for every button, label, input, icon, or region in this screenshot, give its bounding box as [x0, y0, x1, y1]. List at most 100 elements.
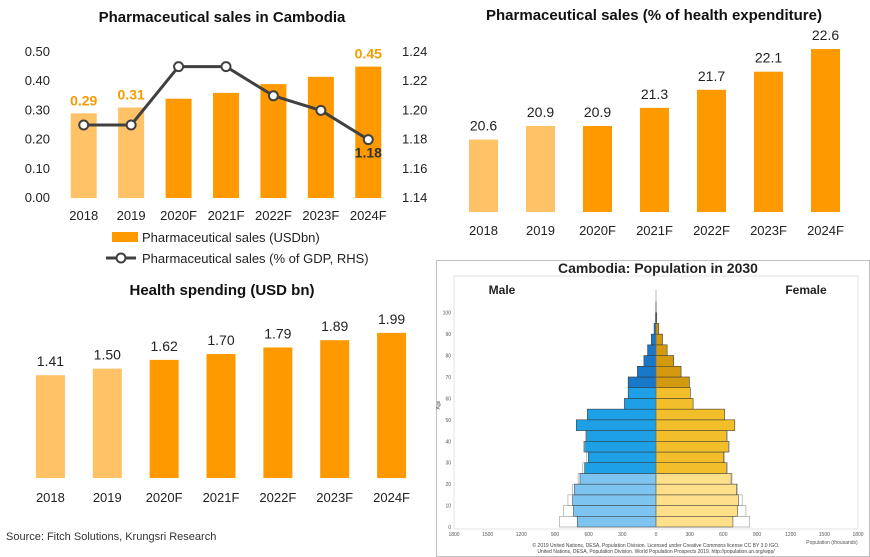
female-bar — [655, 387, 691, 399]
bar — [377, 332, 407, 478]
bar — [811, 49, 840, 213]
pyramid-title: Cambodia: Population in 2030 — [558, 260, 758, 276]
credit-line-2: United Nations, DESA, Population Divisio… — [537, 549, 775, 555]
pharma-sales-chart: Pharmaceutical sales in Cambodia 0.00 0.1… — [25, 9, 428, 266]
line-point — [220, 61, 232, 73]
female-bar — [655, 451, 724, 463]
bar — [526, 126, 555, 212]
bar — [92, 368, 122, 478]
age-tick-label: 30 — [445, 461, 451, 467]
bar — [307, 76, 334, 198]
population-tick-label: 1800 — [852, 532, 863, 538]
y2-tick-label: 1.24 — [402, 44, 427, 59]
bar — [320, 340, 350, 478]
legend: Pharmaceutical sales (USDbn) Pharmaceuti… — [106, 230, 369, 266]
bar-data-label: 1.89 — [321, 318, 348, 334]
male-bar — [627, 387, 657, 399]
y2-tick-label: 1.16 — [402, 161, 427, 176]
x-tick-label: 2021F — [636, 223, 673, 238]
population-tick-label: 900 — [753, 532, 762, 538]
bar — [469, 139, 498, 212]
age-tick-label: 40 — [445, 439, 451, 445]
male-bar — [572, 494, 657, 506]
age-tick-label: 0 — [448, 525, 451, 531]
x-tick-label: 2023F — [316, 490, 353, 505]
population-tick-label: 1200 — [785, 532, 796, 538]
age-tick-label: 20 — [445, 482, 451, 488]
population-tick-label: 900 — [551, 532, 560, 538]
male-bar — [651, 333, 657, 346]
bar-data-label: 1.99 — [378, 311, 405, 327]
age-ticks: 0 10 20 30 40 50 60 70 80 90 100 — [443, 311, 452, 531]
bar-data-label: 21.7 — [698, 68, 725, 84]
x-tick-label: 2020F — [146, 490, 183, 505]
female-label: Female — [785, 283, 827, 297]
age-tick-label: 90 — [445, 332, 451, 338]
x-tick-label: 2023F — [302, 208, 339, 223]
chart-title: Health spending (USD bn) — [130, 282, 315, 299]
y-tick-label: 0.00 — [25, 190, 50, 205]
female-bar — [655, 516, 734, 528]
bar-data-label: 22.1 — [755, 50, 782, 66]
line-point — [362, 134, 374, 146]
bars — [35, 332, 407, 478]
chart-title: Pharmaceutical sales (% of health expend… — [486, 7, 822, 24]
source-note: Source: Fitch Solutions, Krungsri Resear… — [6, 531, 217, 543]
y2-tick-label: 1.22 — [402, 73, 427, 88]
y-tick-label: 0.30 — [25, 102, 50, 117]
female-bar — [655, 366, 682, 378]
pharma-share-chart: Pharmaceutical sales (% of health expend… — [469, 7, 844, 238]
x-tick-label: 2018 — [69, 208, 98, 223]
x-tick-label: 2018 — [36, 490, 65, 505]
population-tick-label: 0 — [655, 532, 658, 538]
female-bar — [655, 419, 736, 431]
ratio-line — [78, 61, 374, 146]
legend-item-bar: Pharmaceutical sales (USDbn) — [142, 230, 320, 245]
female-bar — [655, 398, 694, 410]
male-bar — [584, 441, 657, 453]
female-bar — [655, 462, 727, 474]
line-point — [173, 61, 185, 73]
data-labels: 0.29 0.31 0.45 1.18 — [70, 46, 382, 161]
x-tick-label: 2020F — [579, 223, 616, 238]
bar-data-label: 1.70 — [207, 332, 234, 348]
bar — [583, 126, 612, 212]
x-tick-label: 2024F — [373, 490, 410, 505]
bar — [355, 66, 382, 198]
bars — [70, 66, 382, 198]
female-bar — [655, 344, 668, 356]
x-axis-ticks: 2018 2019 2020F 2021F 2022F 2023F 2024F — [69, 208, 387, 223]
bar — [149, 359, 179, 478]
male-bar — [637, 366, 657, 378]
x-tick-label: 2021F — [208, 208, 245, 223]
left-axis-ticks: 0.00 0.10 0.20 0.30 0.40 0.50 — [25, 44, 50, 205]
female-bar — [655, 333, 663, 346]
bar — [213, 92, 239, 198]
population-axis-label: Population (thousands) — [806, 540, 858, 546]
bar-data-label: 20.9 — [527, 104, 554, 120]
bar-data-label: 21.3 — [641, 86, 668, 102]
x-axis-ticks: 2018 2019 2020F 2021F 2022F 2023F 2024F — [36, 490, 410, 505]
bar — [206, 354, 236, 478]
x-tick-label: 2018 — [469, 223, 498, 238]
female-bar — [655, 408, 725, 421]
bars — [469, 49, 840, 213]
x-tick-label: 2023F — [750, 223, 787, 238]
legend-swatch-bar — [112, 232, 138, 242]
bar-data-label: 22.6 — [812, 27, 839, 43]
x-tick-label: 2019 — [117, 208, 146, 223]
plot-area — [453, 275, 859, 530]
bar-data-label: 20.6 — [470, 118, 497, 134]
x-tick-label: 2022F — [255, 208, 292, 223]
population-tick-label: 1200 — [516, 532, 527, 538]
population-pyramid: Cambodia: Population in 2030 Male Female… — [436, 260, 870, 557]
male-bar — [579, 473, 657, 485]
bar-data-label: 0.29 — [70, 92, 97, 108]
x-tick-label: 2019 — [526, 223, 555, 238]
bar-data-label: 1.62 — [151, 338, 178, 354]
population-tick-label: 600 — [584, 532, 593, 538]
population-tick-label: 300 — [618, 532, 627, 538]
x-tick-label: 2022F — [259, 490, 296, 505]
bar-data-label: 1.79 — [264, 325, 291, 341]
bar — [697, 89, 726, 212]
